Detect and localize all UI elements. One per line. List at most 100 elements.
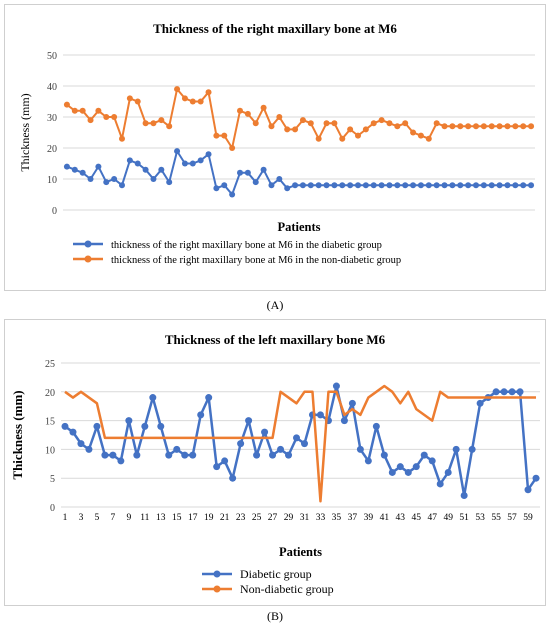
data-point-non_diabetic [504,123,511,130]
legend-swatch-marker [84,240,92,248]
x-tick-label: 9 [126,513,131,523]
data-point-diabetic [428,457,436,465]
data-point-diabetic [109,451,117,459]
data-point-non_diabetic [299,117,306,124]
data-point-non_diabetic [174,86,181,93]
y-tick-label: 0 [50,503,55,514]
data-point-diabetic [134,160,141,167]
data-point-diabetic [253,451,261,459]
data-point-non_diabetic [126,95,133,102]
data-point-non_diabetic [142,120,149,127]
data-point-non_diabetic [134,98,141,105]
data-point-diabetic [492,388,500,396]
data-point-diabetic [460,491,468,499]
data-point-diabetic [331,182,338,189]
data-point-diabetic [386,182,393,189]
legend-swatch-marker [213,570,221,578]
x-tick-label: 49 [443,513,453,523]
data-point-diabetic [269,451,277,459]
data-point-diabetic [425,182,432,189]
data-point-non_diabetic [378,117,385,124]
data-point-diabetic [189,451,197,459]
data-point-non_diabetic [158,117,165,124]
data-point-diabetic [149,394,157,402]
data-point-diabetic [150,176,157,182]
legend-label: Non-diabetic group [240,582,334,596]
x-tick-label: 33 [316,513,326,523]
x-tick-label: 51 [459,513,469,523]
data-point-diabetic [444,468,452,476]
data-point-diabetic [347,182,354,189]
x-tick-label: 39 [364,513,374,523]
data-point-non_diabetic [292,126,299,133]
data-point-non_diabetic [410,129,417,136]
chart-a-svg: Thickness of the right maxillary bone at… [18,21,535,266]
data-point-diabetic [468,445,476,453]
data-point-non_diabetic [417,132,424,139]
x-tick-label: 23 [236,513,246,523]
data-point-diabetic [520,182,527,189]
data-point-diabetic [268,182,275,189]
x-tick-label: 19 [204,513,214,523]
data-point-diabetic [355,182,361,189]
legend-swatch-marker [213,585,221,593]
data-point-non_diabetic [205,89,212,96]
data-point-diabetic [532,474,540,482]
data-point-diabetic [141,422,149,430]
data-point-diabetic [284,185,291,192]
x-tick-label: 31 [300,513,310,523]
data-point-diabetic [362,182,369,189]
data-point-diabetic [197,411,205,419]
y-tick-label: 40 [47,82,57,93]
data-point-non_diabetic [355,132,361,139]
data-point-diabetic [69,428,77,436]
data-point-diabetic [125,417,133,425]
data-point-diabetic [348,399,356,407]
data-point-diabetic [93,422,101,430]
y-tick-label: 20 [47,144,57,155]
data-point-diabetic [315,182,322,189]
data-point-diabetic [496,182,503,189]
data-point-diabetic [158,166,165,173]
data-point-diabetic [292,182,299,189]
data-point-diabetic [449,182,456,189]
chart-panel-b: Thickness of the left maxillary bone M6 0… [4,319,546,606]
data-point-diabetic [441,182,448,189]
data-point-non_diabetic [63,101,70,108]
x-tick-label: 21 [220,513,230,523]
data-point-diabetic [316,411,324,419]
data-point-diabetic [340,417,348,425]
data-point-diabetic [142,166,149,173]
data-point-diabetic [433,182,440,189]
data-point-non_diabetic [441,123,448,130]
data-point-non_diabetic [229,145,236,151]
data-point-non_diabetic [252,120,259,127]
data-point-diabetic [332,382,340,390]
x-tick-label: 13 [156,513,166,523]
data-point-diabetic [111,176,118,182]
data-point-non_diabetic [315,135,322,142]
data-point-non_diabetic [119,135,125,142]
data-point-non_diabetic [465,123,472,130]
data-point-diabetic [420,451,428,459]
data-point-diabetic [133,451,141,459]
data-point-non_diabetic [323,120,330,127]
data-point-diabetic [356,445,364,453]
x-tick-label: 27 [268,513,278,523]
data-point-non_diabetic [433,120,440,127]
data-point-diabetic [221,182,228,189]
x-tick-label: 1 [63,513,68,523]
data-point-diabetic [508,388,516,396]
data-point-diabetic [476,399,484,407]
data-point-diabetic [277,445,285,453]
data-point-diabetic [480,182,487,189]
data-point-diabetic [307,182,314,189]
data-point-diabetic [388,468,396,476]
legend-label: thickness of the right maxillary bone at… [111,255,401,266]
data-point-diabetic [229,191,236,198]
data-point-diabetic [276,176,283,182]
data-point-diabetic [380,451,388,459]
x-tick-label: 57 [507,513,517,523]
data-point-diabetic [364,457,372,465]
x-tick-label: 11 [140,513,149,523]
